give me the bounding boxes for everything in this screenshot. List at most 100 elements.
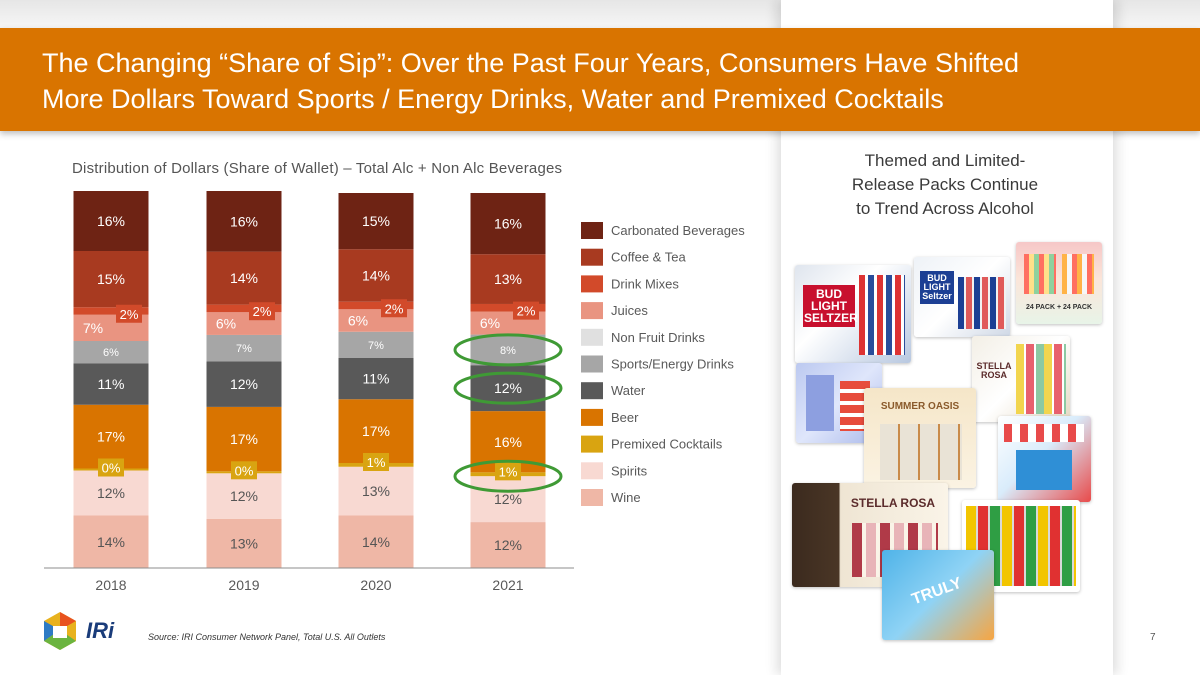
bar-segment-coffee-tea-2018 <box>73 251 149 308</box>
data-label-sports-energy-drinks-2021: 8% <box>500 345 516 357</box>
legend-label-wine: Wine <box>611 490 641 505</box>
stella-rosa-wine-box-label: STELLA ROSA <box>850 496 936 510</box>
legend-label-drink-mixes: Drink Mixes <box>611 276 679 291</box>
x-tick-label-2020: 2020 <box>360 577 391 593</box>
data-label-water-2018: 11% <box>98 376 125 392</box>
legend-label-premixed-cocktails: Premixed Cocktails <box>611 437 723 452</box>
bar-segment-carbonated-beverages-2020 <box>338 193 414 250</box>
legend-swatch-non-fruit-drinks <box>581 328 603 346</box>
bar-segment-beer-2020 <box>338 399 414 463</box>
bar-segment-drink-mixes-2020 <box>338 301 414 310</box>
botanicals-tropicals-box-image: 24 PACK + 24 PACK <box>1016 242 1102 324</box>
bar-segment-spirits-2020 <box>338 466 414 516</box>
panel-title-line-2: Release Packs Continue <box>851 175 1039 194</box>
panel-title-line-1: Themed and Limited- <box>864 151 1026 170</box>
x-tick-label-2021: 2021 <box>492 577 523 593</box>
truly-cans-label: TRULY <box>909 574 965 609</box>
data-label-carbonated-beverages-2021: 16% <box>494 216 522 232</box>
tag-background-drink-mixes-2021 <box>513 301 539 320</box>
data-label-spirits-2021: 12% <box>494 491 522 507</box>
bar-segment-beer-2019 <box>206 406 282 472</box>
bar-segment-carbonated-beverages-2021 <box>470 193 546 255</box>
legend-swatch-drink-mixes <box>581 275 603 293</box>
data-label-wine-2021: 12% <box>494 537 522 553</box>
legend-label-water: Water <box>611 383 646 398</box>
bar-segment-sports-energy-drinks-2019 <box>206 334 282 362</box>
slide-title: The Changing “Share of Sip”: Over the Pa… <box>42 45 1172 117</box>
bar-segment-water-2019 <box>206 361 282 407</box>
legend-label-beer: Beer <box>611 410 639 425</box>
legend-swatch-premixed-cocktails <box>581 435 603 453</box>
data-label-beer-2021: 16% <box>494 434 522 450</box>
botanicals-tropicals-box-label: 24 PACK + 24 PACK <box>1025 304 1093 311</box>
bud-light-seltzer-limited-box-label: BUD LIGHT Seltzer <box>920 271 954 304</box>
chart-subtitle: Distribution of Dollars (Share of Wallet… <box>72 160 563 177</box>
highlight-oval-water-2021 <box>453 371 563 405</box>
tag-background-premixed-cocktails-2020 <box>363 453 389 471</box>
bar-segment-coffee-tea-2019 <box>206 251 282 305</box>
data-label-juices-2021: 6% <box>480 315 500 331</box>
bar-segment-water-2018 <box>73 363 149 405</box>
bar-segment-wine-2021 <box>470 522 546 568</box>
data-label-wine-2019: 13% <box>230 535 258 551</box>
bar-segment-wine-2018 <box>73 515 149 568</box>
legend-label-carbonated-beverages: Carbonated Beverages <box>611 223 745 238</box>
data-label-drink-mixes-2020: 2% <box>385 301 404 316</box>
bar-segment-sports-energy-drinks-2021 <box>470 334 546 366</box>
bar-segment-sports-energy-drinks-2020 <box>338 331 414 358</box>
bar-segment-wine-2019 <box>206 518 282 568</box>
data-label-beer-2020: 17% <box>362 423 390 439</box>
legend-swatch-spirits <box>581 462 603 480</box>
bar-segment-coffee-tea-2021 <box>470 254 546 304</box>
legend-label-sports-energy-drinks: Sports/Energy Drinks <box>611 357 734 372</box>
source-note: Source: IRI Consumer Network Panel, Tota… <box>148 632 386 642</box>
bar-segment-spirits-2019 <box>206 473 282 519</box>
data-label-drink-mixes-2021: 2% <box>517 304 536 319</box>
data-label-sports-energy-drinks-2018: 6% <box>103 347 119 359</box>
bar-segment-coffee-tea-2020 <box>338 249 414 302</box>
iri-logo-text: IRi <box>86 618 115 643</box>
legend-label-non-fruit-drinks: Non Fruit Drinks <box>611 330 705 345</box>
legend-swatch-beer <box>581 408 603 426</box>
data-label-premixed-cocktails-2020: 1% <box>367 455 386 470</box>
data-label-juices-2019: 6% <box>216 316 236 332</box>
bar-segment-carbonated-beverages-2018 <box>73 191 149 251</box>
bar-segment-sports-energy-drinks-2018 <box>73 341 149 364</box>
legend-swatch-coffee-tea <box>581 248 603 266</box>
iri-logo: IRi <box>40 610 120 654</box>
bar-segment-drink-mixes-2019 <box>206 304 282 313</box>
title-band: The Changing “Share of Sip”: Over the Pa… <box>0 28 1200 131</box>
bud-light-seltzer-limited-box-image: BUD LIGHT Seltzer <box>914 257 1010 337</box>
data-label-spirits-2018: 12% <box>97 485 125 501</box>
data-label-spirits-2019: 12% <box>230 488 258 504</box>
data-label-coffee-tea-2020: 14% <box>362 268 390 284</box>
highlight-oval-premixed-cocktails-2021 <box>453 459 563 493</box>
bar-segment-spirits-2021 <box>470 476 546 523</box>
tag-background-premixed-cocktails-2019 <box>231 461 257 480</box>
legend-swatch-sports-energy-drinks <box>581 355 603 373</box>
data-label-carbonated-beverages-2018: 16% <box>97 213 125 229</box>
panel-title-line-3: to Trend Across Alcohol <box>856 199 1034 218</box>
bar-segment-drink-mixes-2021 <box>470 303 546 312</box>
data-label-juices-2020: 6% <box>348 313 368 329</box>
seagram-party-pack-image <box>998 416 1091 502</box>
data-label-wine-2020: 14% <box>362 534 390 550</box>
x-tick-label-2018: 2018 <box>95 577 126 593</box>
segment-labels-group: 14%12%0%17%11%6%7%2%15%16%13%12%0%17%12%… <box>83 213 539 553</box>
panel-title: Themed and Limited- Release Packs Contin… <box>830 149 1060 221</box>
bar-segment-drink-mixes-2018 <box>73 307 149 315</box>
bud-light-seltzer-box-label: BUD LIGHT SELTZER <box>803 285 858 327</box>
tag-background-premixed-cocktails-2021 <box>495 462 521 481</box>
data-label-drink-mixes-2018: 2% <box>120 307 139 322</box>
tag-background-drink-mixes-2018 <box>116 304 142 323</box>
data-label-juices-2018: 7% <box>83 320 103 336</box>
slide-title-line-1: The Changing “Share of Sip”: Over the Pa… <box>42 48 1019 78</box>
x-tick-labels-group: 2018 2019 2020 2021 <box>95 577 523 593</box>
slide-title-line-2: More Dollars Toward Sports / Energy Drin… <box>42 84 944 114</box>
bar-segment-carbonated-beverages-2019 <box>206 191 282 252</box>
legend-swatch-carbonated-beverages <box>581 222 603 239</box>
data-label-coffee-tea-2018: 15% <box>97 271 125 287</box>
highlight-ovals-group <box>453 333 563 493</box>
data-label-premixed-cocktails-2019: 0% <box>235 463 254 478</box>
